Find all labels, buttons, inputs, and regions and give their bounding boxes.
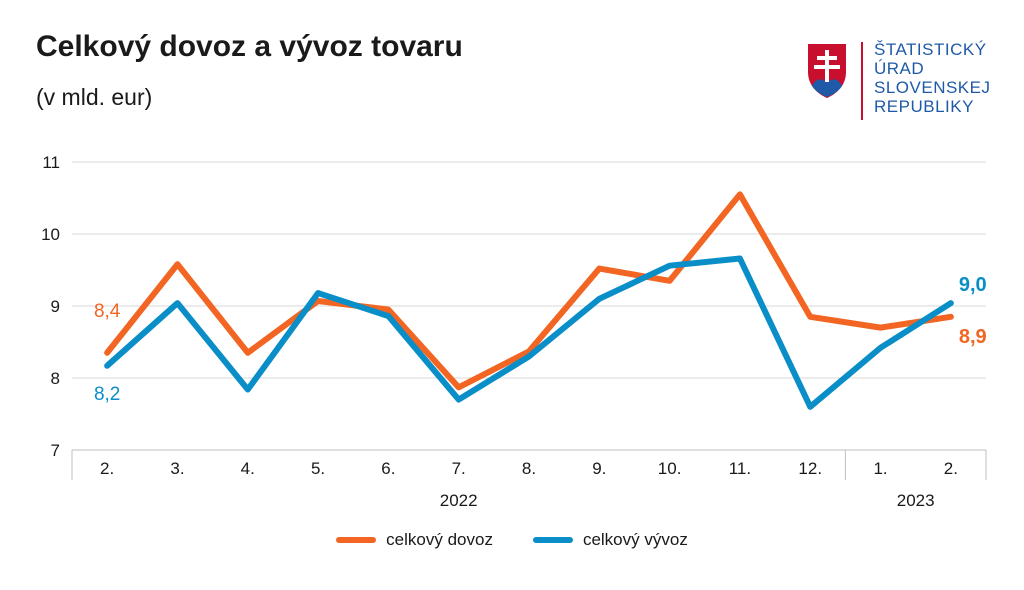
x-tick-label: 8. bbox=[522, 459, 536, 478]
year-label: 2022 bbox=[440, 491, 478, 510]
series-line-export bbox=[104, 255, 954, 410]
statistical-office-logo: ŠTATISTICKÝ ÚRAD SLOVENSKEJ REPUBLIKY bbox=[806, 40, 1006, 120]
data-label-export-end: 9,0 bbox=[959, 274, 987, 296]
logo-text: ŠTATISTICKÝ ÚRAD SLOVENSKEJ REPUBLIKY bbox=[874, 40, 991, 116]
x-tick-label: 12. bbox=[798, 459, 822, 478]
y-tick-label: 11 bbox=[42, 153, 60, 172]
legend-item-export: celkový vývoz bbox=[532, 530, 688, 550]
x-tick-label: 11. bbox=[729, 459, 751, 478]
x-tick-label: 4. bbox=[241, 459, 255, 478]
legend-item-import: celkový dovoz bbox=[336, 530, 493, 550]
legend-label-import: celkový dovoz bbox=[386, 530, 493, 549]
x-tick-label: 1. bbox=[873, 459, 887, 478]
data-label-import-end: 8,9 bbox=[959, 326, 987, 348]
logo-line: ŠTATISTICKÝ bbox=[874, 40, 987, 59]
chart-title: Celkový dovoz a vývoz tovaru bbox=[36, 30, 463, 63]
x-tick-label: 10. bbox=[658, 459, 682, 478]
data-label-export-start: 8,2 bbox=[94, 384, 120, 405]
logo-divider bbox=[861, 42, 863, 120]
x-tick-label: 7. bbox=[452, 459, 466, 478]
logo-line: ÚRAD bbox=[874, 59, 925, 78]
logo-line: SLOVENSKEJ bbox=[874, 78, 991, 97]
legend-swatch-export bbox=[532, 537, 573, 543]
x-tick-label: 5. bbox=[311, 459, 325, 478]
data-label-import-start: 8,4 bbox=[94, 301, 121, 322]
y-tick-label: 10 bbox=[41, 225, 60, 244]
legend-label-export: celkový vývoz bbox=[582, 530, 688, 549]
series-line-import bbox=[104, 191, 954, 391]
chart-subtitle: (v mld. eur) bbox=[36, 84, 153, 110]
logo-line: REPUBLIKY bbox=[874, 97, 974, 116]
x-tick-label: 2. bbox=[100, 459, 114, 478]
legend-swatch-import bbox=[336, 537, 377, 543]
y-tick-label: 7 bbox=[51, 441, 60, 460]
x-tick-label: 6. bbox=[381, 459, 395, 478]
x-tick-label: 2. bbox=[944, 459, 958, 478]
year-label: 2023 bbox=[897, 491, 935, 510]
y-tick-label: 8 bbox=[51, 369, 60, 388]
x-tick-label: 9. bbox=[592, 459, 606, 478]
chart-legend: celkový dovoz celkový vývoz bbox=[0, 530, 1024, 550]
slovak-coat-of-arms-icon bbox=[808, 44, 846, 98]
x-tick-label: 3. bbox=[170, 459, 184, 478]
y-tick-label: 9 bbox=[51, 297, 60, 316]
